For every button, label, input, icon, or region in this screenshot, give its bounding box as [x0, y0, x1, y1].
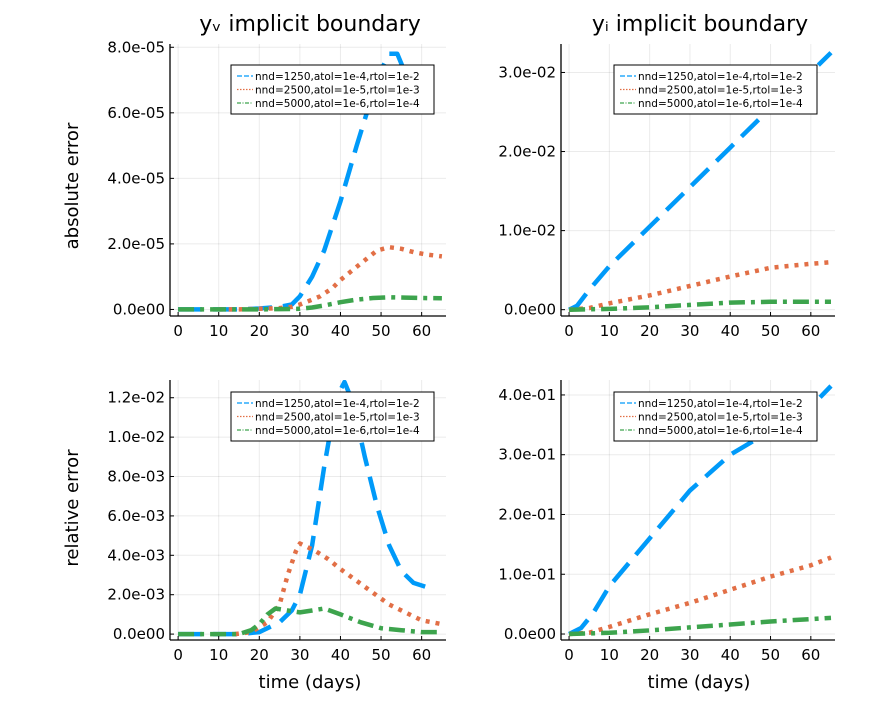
- x-tick-label: 30: [680, 322, 699, 340]
- series-group: [178, 380, 443, 637]
- x-tick-label: 10: [209, 322, 228, 340]
- y-tick-label: 8.0e-05: [107, 38, 165, 56]
- y-tick-label: 2.0e-01: [498, 505, 556, 523]
- y-tick-label: 6.0e-05: [107, 104, 165, 122]
- y-tick-label: 2.0e-05: [107, 235, 165, 253]
- panel-0: 0 10 20 30 40 50 60 0.0e00 2.0e-05 4.0e-05 6.0e-05…: [107, 38, 446, 340]
- legend-label: nnd=5000,atol=1e-6,rtol=1e-4: [638, 425, 803, 437]
- y-tick-label: 2.0e-03: [107, 586, 165, 604]
- series-line-dash: [178, 380, 427, 637]
- legend-label: nnd=5000,atol=1e-6,rtol=1e-4: [638, 98, 803, 110]
- y-tick-label: 8.0e-03: [107, 468, 165, 486]
- x-tick-label: 20: [640, 646, 659, 664]
- series-line-dot: [234, 541, 443, 637]
- x-tick-label: 40: [721, 646, 740, 664]
- series-line-dashdot: [569, 299, 831, 312]
- y-tick-label: 1.0e-02: [107, 428, 165, 446]
- x-tick-label: 50: [761, 322, 780, 340]
- legend: nnd=1250,atol=1e-4,rtol=1e-2 nnd=2500,ato…: [613, 64, 818, 115]
- legend-label: nnd=5000,atol=1e-6,rtol=1e-4: [255, 98, 420, 110]
- y-tick-label: 4.0e-01: [498, 386, 556, 404]
- legend-label: nnd=1250,atol=1e-4,rtol=1e-2: [638, 398, 803, 410]
- legend-box: [613, 391, 818, 442]
- series-line-dashdot: [569, 615, 832, 637]
- y-tick-label: 4.0e-05: [107, 169, 165, 187]
- y-tick-label: 1.0e-02: [498, 222, 556, 240]
- series-group: [568, 51, 833, 312]
- x-tick-label: 60: [801, 646, 820, 664]
- legend-label: nnd=2500,atol=1e-5,rtol=1e-3: [255, 85, 420, 97]
- x-tick-label: 60: [801, 322, 820, 340]
- ylabel-relative-error: relative error: [62, 449, 83, 567]
- x-tick-label: 30: [290, 322, 309, 340]
- legend-label: nnd=2500,atol=1e-5,rtol=1e-3: [638, 412, 803, 424]
- panel-3: 0 10 20 30 40 50 60 0.0e00 1.0e-01 2.0e-01 3.0e-01…: [498, 380, 835, 664]
- x-tick-label: 0: [173, 322, 183, 340]
- ylabel-absolute-error: absolute error: [62, 122, 83, 249]
- xlabel-left: time (days): [259, 672, 362, 693]
- legend-box: [230, 64, 435, 115]
- panel-1: 0 10 20 30 40 50 60 0.0e00 1.0e-02 2.0e-02 3.0e-02…: [498, 44, 835, 340]
- x-tick-label: 0: [564, 322, 574, 340]
- series-line-dot: [568, 555, 832, 637]
- x-tick-label: 10: [600, 646, 619, 664]
- legend-box: [613, 64, 818, 115]
- y-tick-label: 2.0e-02: [498, 143, 556, 161]
- legend: nnd=1250,atol=1e-4,rtol=1e-2 nnd=2500,ato…: [230, 64, 435, 115]
- legend-label: nnd=1250,atol=1e-4,rtol=1e-2: [255, 71, 420, 83]
- legend-label: nnd=2500,atol=1e-5,rtol=1e-3: [255, 412, 420, 424]
- xlabel-right: time (days): [648, 672, 751, 693]
- legend-label: nnd=5000,atol=1e-6,rtol=1e-4: [255, 425, 420, 437]
- x-tick-label: 0: [173, 646, 183, 664]
- legend-label: nnd=2500,atol=1e-5,rtol=1e-3: [638, 85, 803, 97]
- y-tick-label: 1.0e-01: [498, 565, 556, 583]
- x-tick-label: 50: [372, 646, 391, 664]
- legend-box: [230, 391, 435, 442]
- x-tick-label: 40: [721, 322, 740, 340]
- legend-label: nnd=1250,atol=1e-4,rtol=1e-2: [638, 71, 803, 83]
- x-tick-label: 50: [372, 322, 391, 340]
- series-line-dot: [568, 259, 832, 312]
- col-title-yv: yᵥ implicit boundary: [199, 12, 421, 37]
- x-tick-label: 20: [250, 646, 269, 664]
- panel-2: 0 10 20 30 40 50 60 0.0e00 2.0e-03 4.0e-03 6.0e-03…: [107, 380, 446, 664]
- x-tick-label: 20: [250, 322, 269, 340]
- y-tick-label: 3.0e-01: [498, 446, 556, 464]
- legend: nnd=1250,atol=1e-4,rtol=1e-2 nnd=2500,ato…: [613, 391, 818, 442]
- y-tick-label: 3.0e-02: [498, 63, 556, 81]
- series-line-dashdot: [178, 606, 442, 637]
- series-group: [178, 51, 443, 312]
- legend-label: nnd=1250,atol=1e-4,rtol=1e-2: [255, 398, 420, 410]
- y-tick-label: 0.0e00: [504, 301, 556, 319]
- y-tick-label: 4.0e-03: [107, 546, 165, 564]
- y-tick-label: 6.0e-03: [107, 507, 165, 525]
- x-tick-label: 50: [761, 646, 780, 664]
- x-tick-label: 10: [600, 322, 619, 340]
- series-line-dash: [568, 51, 833, 312]
- x-tick-label: 30: [290, 646, 309, 664]
- x-tick-label: 40: [331, 322, 350, 340]
- x-tick-label: 30: [680, 646, 699, 664]
- x-tick-label: 60: [412, 646, 431, 664]
- x-tick-label: 60: [412, 322, 431, 340]
- y-tick-label: 0.0e00: [504, 625, 556, 643]
- series-line-dashdot: [178, 295, 442, 312]
- x-tick-label: 40: [331, 646, 350, 664]
- series-line-dot: [218, 244, 443, 312]
- y-tick-label: 0.0e00: [113, 625, 165, 643]
- y-tick-label: 1.2e-02: [107, 389, 165, 407]
- legend: nnd=1250,atol=1e-4,rtol=1e-2 nnd=2500,ato…: [230, 391, 435, 442]
- x-tick-label: 10: [209, 646, 228, 664]
- y-tick-label: 0.0e00: [113, 300, 165, 318]
- col-title-yi: yᵢ implicit boundary: [592, 12, 808, 37]
- x-tick-label: 20: [640, 322, 659, 340]
- x-tick-label: 0: [564, 646, 574, 664]
